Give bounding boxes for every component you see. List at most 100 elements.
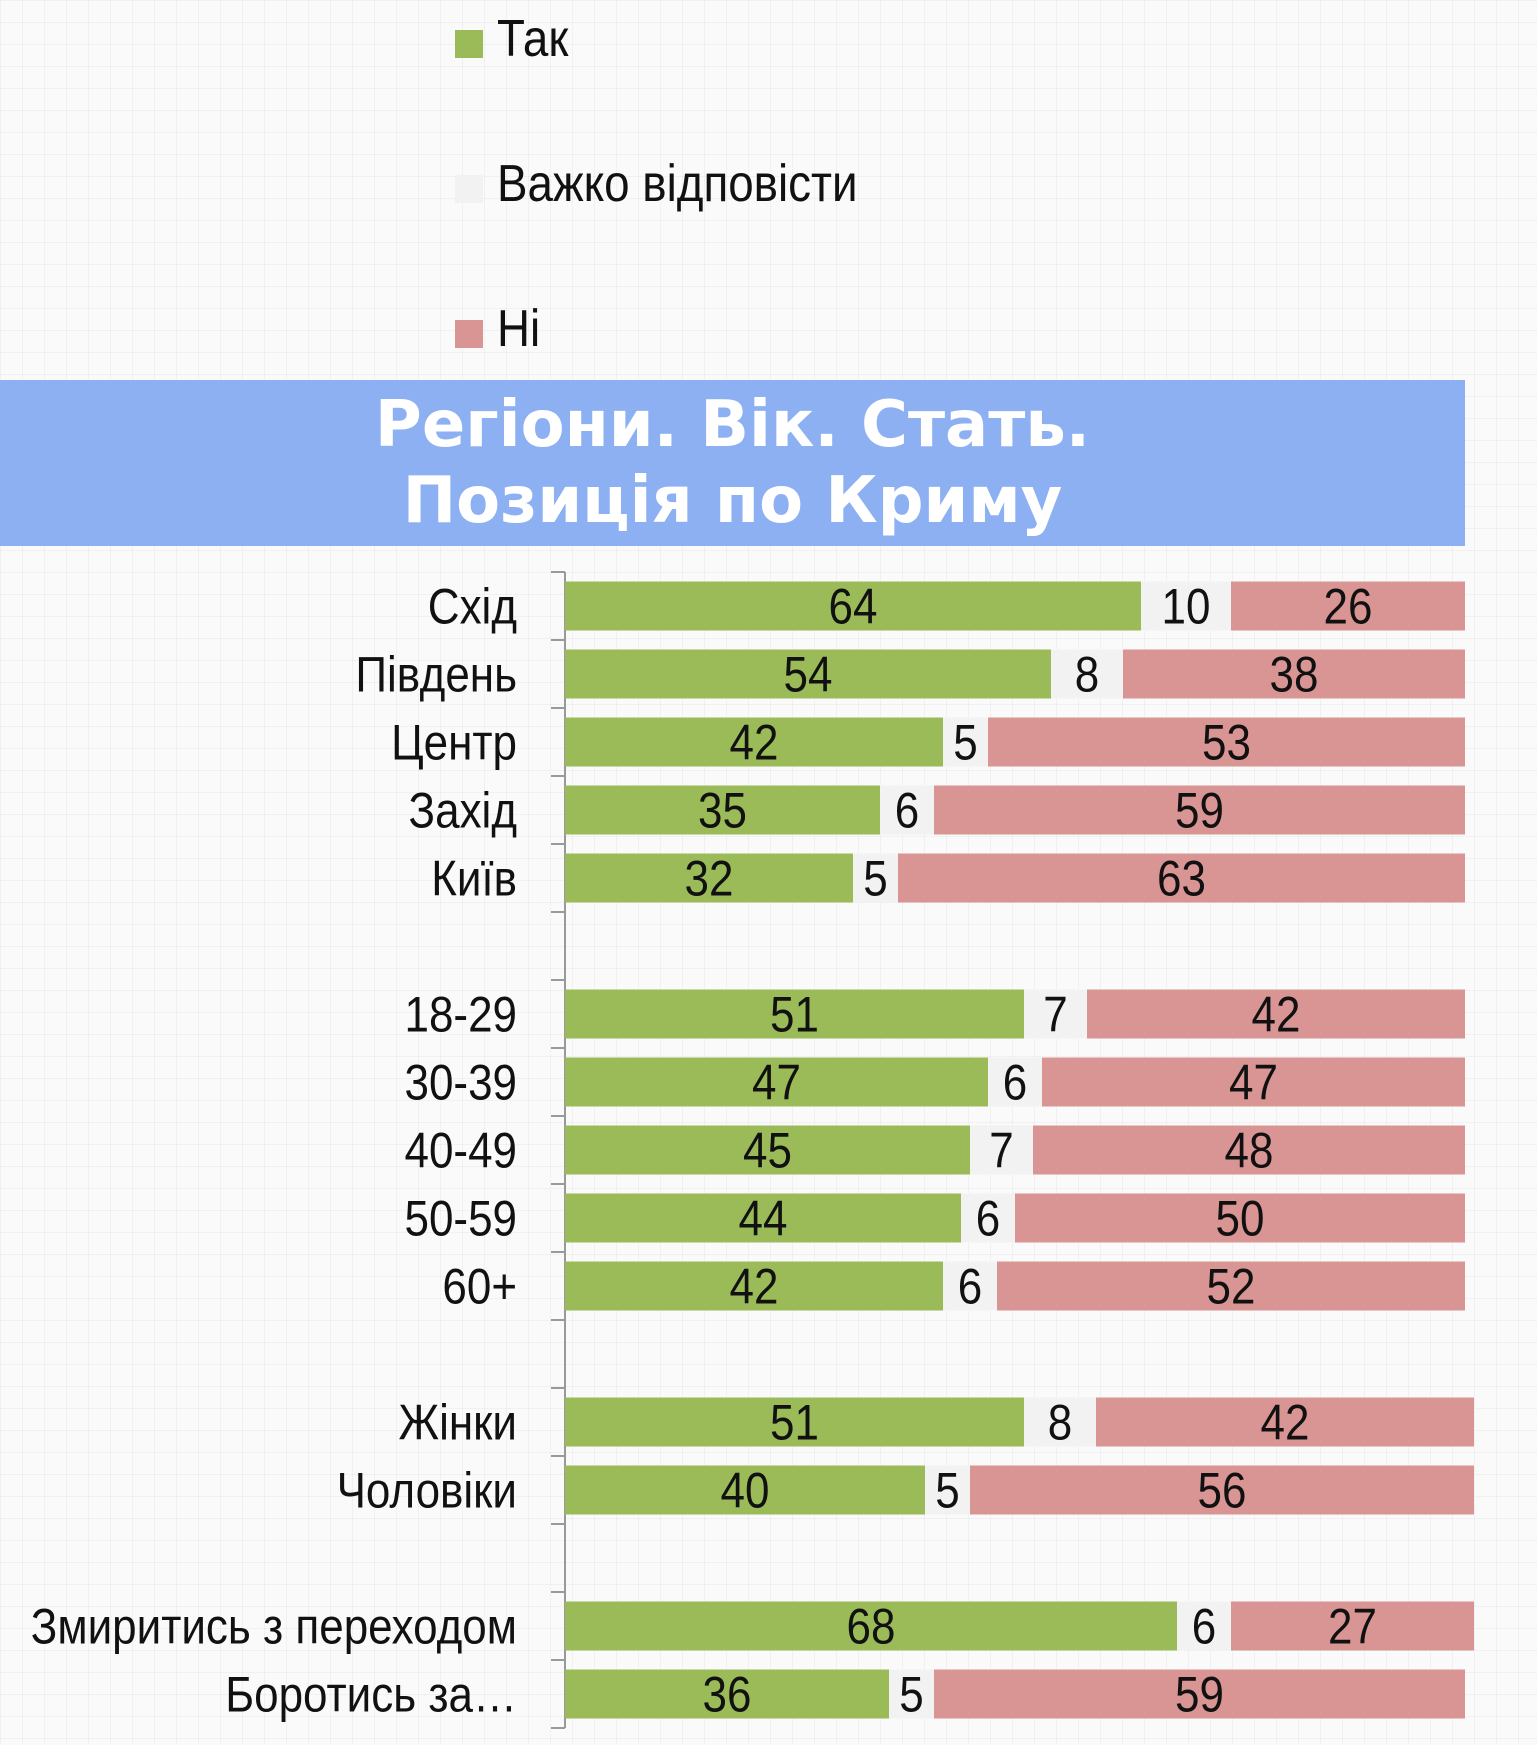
data-label: 42 — [1252, 986, 1301, 1042]
legend-swatch-yes — [455, 30, 483, 58]
bar-segment-no — [1087, 989, 1465, 1039]
bar-segment-yes — [565, 1669, 889, 1719]
bar-segment-no — [1015, 1193, 1465, 1243]
data-label: 6 — [976, 1190, 1000, 1246]
data-label: 53 — [1202, 714, 1251, 770]
legend-item-no: Ні — [455, 294, 1055, 364]
category-label: 60+ — [442, 1258, 517, 1314]
data-label: 68 — [847, 1598, 896, 1654]
bar-segment-yes — [565, 1125, 970, 1175]
section-banner: Регіони. Вік. Стать. Позиція по Криму — [0, 380, 1465, 546]
category-label: Київ — [431, 850, 517, 906]
data-label: 45 — [743, 1122, 792, 1178]
data-label: 7 — [989, 1122, 1013, 1178]
banner-line-1: Регіони. Вік. Стать. — [374, 388, 1091, 462]
bar-segment-no — [988, 717, 1465, 767]
legend-label-hard-to-say: Важко відповісти — [497, 155, 858, 213]
legend-label-no: Ні — [497, 300, 541, 358]
bar-segment-hard — [943, 1261, 997, 1311]
bar-segment-yes — [565, 785, 880, 835]
bar-segment-yes — [565, 649, 1051, 699]
bar-segment-no — [997, 1261, 1465, 1311]
data-label: 48 — [1225, 1122, 1274, 1178]
data-label: 54 — [784, 646, 833, 702]
data-label: 5 — [953, 714, 977, 770]
category-label: Чоловіки — [337, 1462, 517, 1518]
data-label: 42 — [730, 1258, 779, 1314]
category-label: 30-39 — [404, 1054, 517, 1110]
data-label: 56 — [1198, 1462, 1247, 1518]
bar-segment-yes — [565, 1193, 961, 1243]
bar-segment-no — [1231, 581, 1465, 631]
data-label: 8 — [1048, 1394, 1072, 1450]
data-label: 36 — [703, 1666, 752, 1722]
data-label: 64 — [829, 578, 878, 634]
data-label: 47 — [1229, 1054, 1278, 1110]
bar-segment-hard — [1024, 989, 1087, 1039]
bar-segment-hard — [925, 1465, 970, 1515]
data-label: 40 — [721, 1462, 770, 1518]
data-label: 50 — [1216, 1190, 1265, 1246]
bar-segment-yes — [565, 1261, 943, 1311]
category-label: 18-29 — [404, 986, 517, 1042]
bar-segment-yes — [565, 853, 853, 903]
data-label: 51 — [770, 1394, 819, 1450]
bar-segment-no — [1042, 1057, 1465, 1107]
data-label: 26 — [1324, 578, 1373, 634]
category-label: 40-49 — [404, 1122, 517, 1178]
data-label: 47 — [752, 1054, 801, 1110]
banner-line-2: Позиція по Криму — [402, 464, 1063, 538]
bar-segment-hard — [1051, 649, 1123, 699]
data-label: 5 — [935, 1462, 959, 1518]
data-label: 6 — [958, 1258, 982, 1314]
data-label: 6 — [1003, 1054, 1027, 1110]
data-label: 5 — [863, 850, 887, 906]
bar-segment-hard — [961, 1193, 1015, 1243]
legend-swatch-no — [455, 320, 483, 348]
category-label: Захід — [409, 782, 517, 838]
data-label: 42 — [1261, 1394, 1310, 1450]
bar-segment-no — [970, 1465, 1474, 1515]
data-label: 5 — [899, 1666, 923, 1722]
data-label: 59 — [1175, 782, 1224, 838]
data-label: 51 — [770, 986, 819, 1042]
category-label: Південь — [355, 646, 517, 702]
bar-segment-hard — [880, 785, 934, 835]
bar-segment-no — [1033, 1125, 1465, 1175]
legend-item-hard-to-say: Важко відповісти — [455, 149, 1055, 219]
bar-segment-hard — [943, 717, 988, 767]
bar-segment-hard — [970, 1125, 1033, 1175]
data-label: 10 — [1162, 578, 1211, 634]
bar-segment-hard — [853, 853, 898, 903]
bar-segment-yes — [565, 581, 1141, 631]
bar-segment-yes — [565, 1397, 1024, 1447]
bar-segment-hard — [1177, 1601, 1231, 1651]
bar-segment-no — [1096, 1397, 1474, 1447]
category-label: Змиритись з переходом — [31, 1598, 517, 1654]
bar-segment-hard — [988, 1057, 1042, 1107]
bar-segment-no — [1231, 1601, 1474, 1651]
bar-segment-hard — [1141, 581, 1231, 631]
category-label: 50-59 — [404, 1190, 517, 1246]
data-label: 44 — [739, 1190, 788, 1246]
legend-item-yes: Так — [455, 4, 1055, 74]
bar-segment-yes — [565, 1465, 925, 1515]
category-label: Боротись за… — [225, 1666, 517, 1722]
data-label: 38 — [1270, 646, 1319, 702]
bar-segment-hard — [889, 1669, 934, 1719]
data-label: 63 — [1157, 850, 1206, 906]
category-label: Схід — [428, 578, 517, 634]
category-label: Жінки — [399, 1394, 517, 1450]
bar-segment-yes — [565, 989, 1024, 1039]
bar-segment-yes — [565, 1601, 1177, 1651]
data-label: 8 — [1075, 646, 1099, 702]
bar-segment-no — [1123, 649, 1465, 699]
bar-segment-no — [934, 785, 1465, 835]
bar-segment-no — [898, 853, 1465, 903]
bar-segment-yes — [565, 717, 943, 767]
data-label: 7 — [1043, 986, 1067, 1042]
data-label: 59 — [1175, 1666, 1224, 1722]
data-label: 35 — [698, 782, 747, 838]
legend-label-yes: Так — [497, 10, 569, 68]
